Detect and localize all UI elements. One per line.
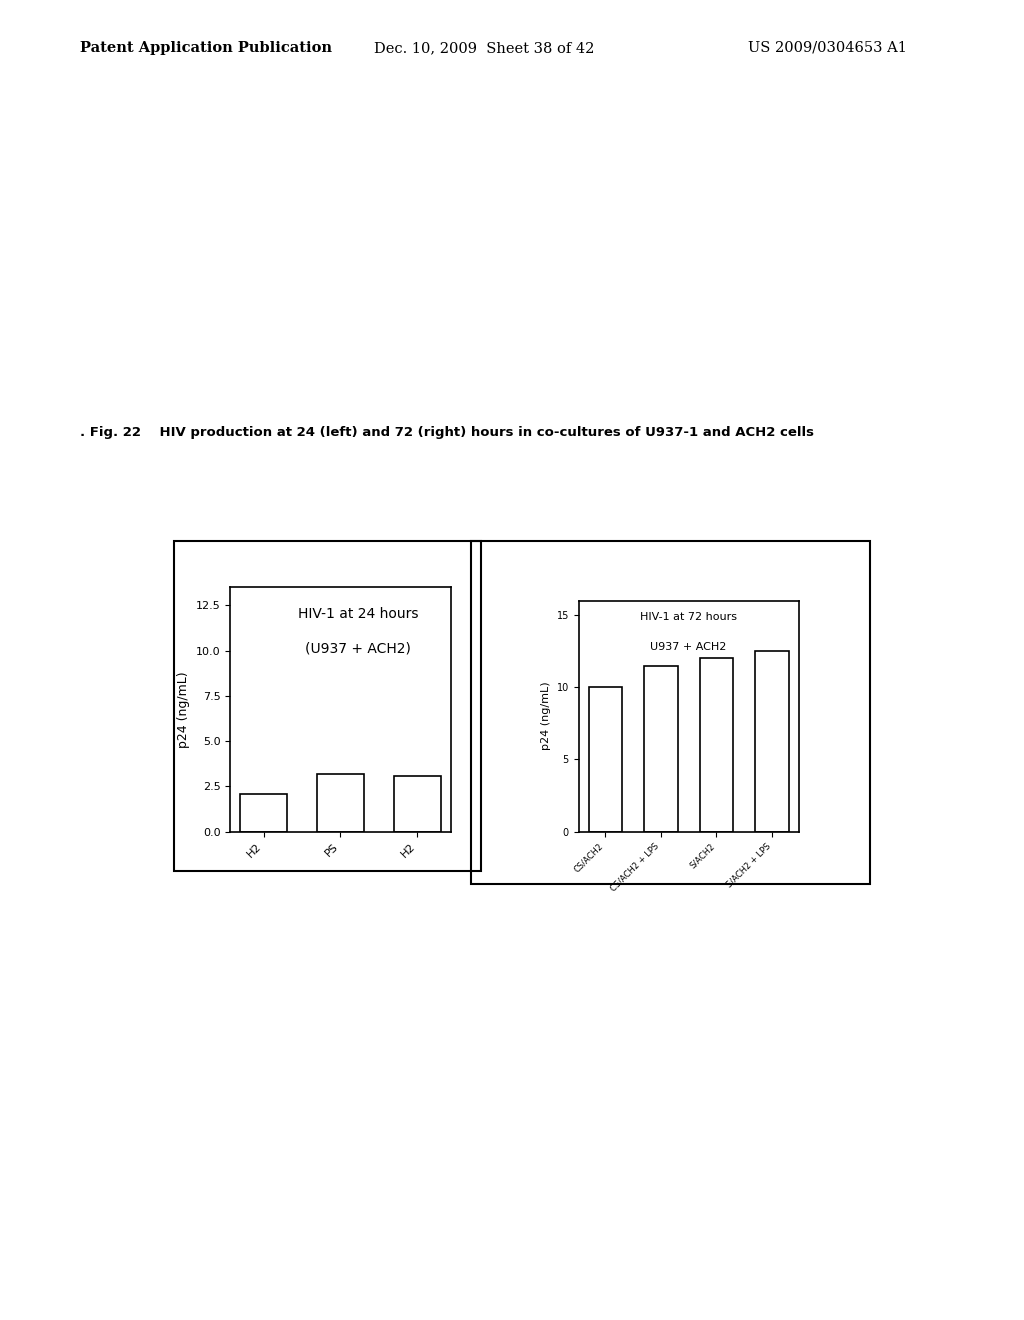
Bar [644, 665, 678, 832]
Bar [589, 688, 622, 832]
Text: Dec. 10, 2009  Sheet 38 of 42: Dec. 10, 2009 Sheet 38 of 42 [374, 41, 594, 55]
Text: HIV-1 at 72 hours: HIV-1 at 72 hours [640, 612, 737, 622]
Text: US 2009/0304653 A1: US 2009/0304653 A1 [748, 41, 906, 55]
Bar [756, 651, 788, 832]
Text: (U937 + ACH2): (U937 + ACH2) [305, 642, 411, 655]
Text: Patent Application Publication: Patent Application Publication [80, 41, 332, 55]
Bar [699, 659, 733, 832]
Text: . Fig. 22    HIV production at 24 (left) and 72 (right) hours in co-cultures of : . Fig. 22 HIV production at 24 (left) an… [80, 426, 814, 440]
Bar [394, 776, 440, 832]
Y-axis label: p24 (ng/mL): p24 (ng/mL) [541, 682, 551, 750]
Text: HIV-1 at 24 hours: HIV-1 at 24 hours [298, 607, 419, 620]
Bar [317, 774, 364, 832]
Text: U937 + ACH2: U937 + ACH2 [650, 643, 727, 652]
Y-axis label: p24 (ng/mL): p24 (ng/mL) [177, 671, 190, 748]
Bar [241, 793, 287, 832]
